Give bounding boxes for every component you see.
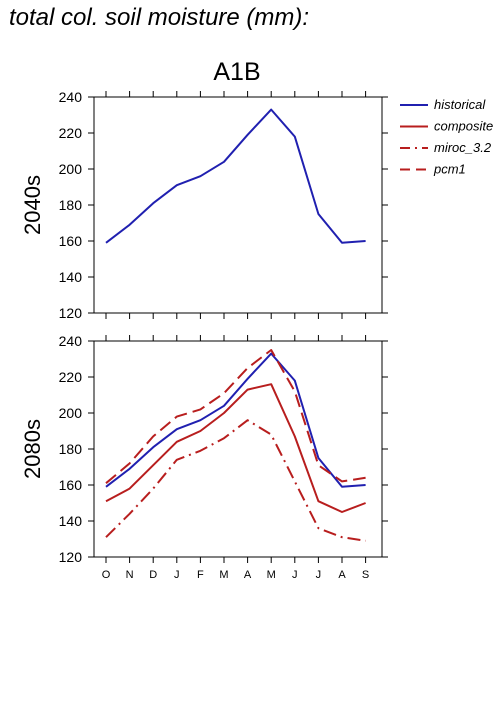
y-tick-label: 120 <box>59 549 83 565</box>
legend-label: historical <box>434 97 486 112</box>
panel-2080s: 120 140 160 180 200 220 240 O N D J F M A M J J A S 2080s <box>20 333 388 581</box>
legend-label: composite <box>434 119 493 134</box>
x-tick-label: J <box>316 569 322 581</box>
panel-label: 2080s <box>20 419 45 479</box>
y-tick-label: 120 <box>59 305 83 321</box>
y-tick-label: 160 <box>59 477 83 493</box>
legend-label: pcm1 <box>433 162 466 177</box>
x-tick-label: M <box>219 569 228 581</box>
y-tick-label: 200 <box>59 161 83 177</box>
x-tick-label: J <box>174 569 180 581</box>
y-tick-label: 220 <box>59 125 83 141</box>
panel-label: 2040s <box>20 175 45 235</box>
series-line-pcm1 <box>105 349 366 484</box>
x-tick-label: A <box>338 569 346 581</box>
y-tick-label: 240 <box>59 89 83 105</box>
y-tick-label: 140 <box>59 513 83 529</box>
panels-layer: 120 140 160 180 200 220 240 2040s 120 140 160 180 20… <box>20 89 388 581</box>
panel-2040s: 120 140 160 180 200 220 240 2040s <box>20 89 388 321</box>
legend: historical composite miroc_3.2 pcm1 <box>400 97 493 177</box>
x-tick-label: A <box>244 569 252 581</box>
series-line-historical <box>105 108 366 244</box>
y-tick-label: 160 <box>59 233 83 249</box>
y-tick-label: 180 <box>59 197 83 213</box>
series-line-miroc_3.2 <box>105 419 366 542</box>
x-tick-label: J <box>292 569 298 581</box>
y-tick-label: 240 <box>59 333 83 349</box>
x-tick-label: O <box>102 569 111 581</box>
x-tick-label: M <box>267 569 276 581</box>
series-line-historical <box>105 352 366 488</box>
x-tick-label: N <box>126 569 134 581</box>
plot-frame <box>93 340 383 558</box>
page-title: total col. soil moisture (mm): <box>9 4 310 31</box>
chart-title: A1B <box>213 58 260 86</box>
series-line-composite <box>105 383 366 513</box>
legend-label: miroc_3.2 <box>434 140 492 155</box>
plot-frame <box>93 96 383 314</box>
x-tick-label: S <box>362 569 369 581</box>
y-tick-label: 180 <box>59 441 83 457</box>
x-tick-label: D <box>149 569 157 581</box>
y-tick-label: 140 <box>59 269 83 285</box>
y-tick-label: 200 <box>59 405 83 421</box>
x-tick-label: F <box>197 569 204 581</box>
y-tick-label: 220 <box>59 369 83 385</box>
